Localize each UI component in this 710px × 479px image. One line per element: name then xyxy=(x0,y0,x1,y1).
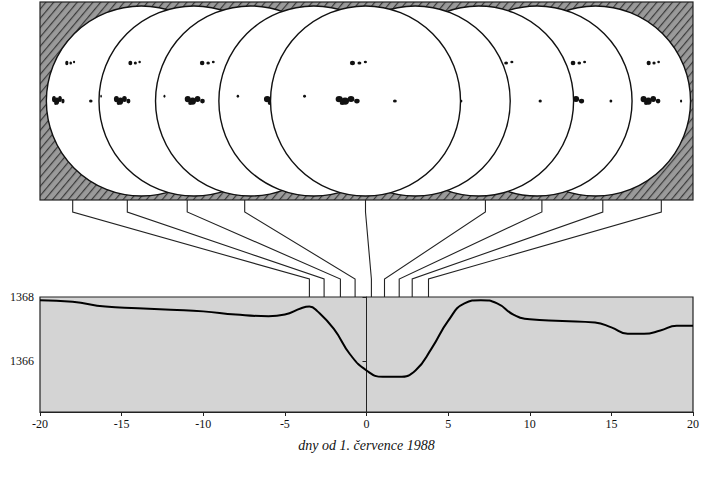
svg-text:10: 10 xyxy=(524,417,536,431)
svg-text:-10: -10 xyxy=(195,417,211,431)
svg-text:20: 20 xyxy=(687,417,699,431)
svg-text:-15: -15 xyxy=(114,417,130,431)
svg-text:dny od 1. července 1988: dny od 1. července 1988 xyxy=(298,438,434,453)
svg-text:-5: -5 xyxy=(280,417,290,431)
svg-text:1366: 1366 xyxy=(10,354,34,368)
svg-text:-20: -20 xyxy=(32,417,48,431)
svg-text:1368: 1368 xyxy=(10,290,34,304)
svg-text:0: 0 xyxy=(364,417,370,431)
svg-text:5: 5 xyxy=(445,417,451,431)
svg-text:15: 15 xyxy=(605,417,617,431)
